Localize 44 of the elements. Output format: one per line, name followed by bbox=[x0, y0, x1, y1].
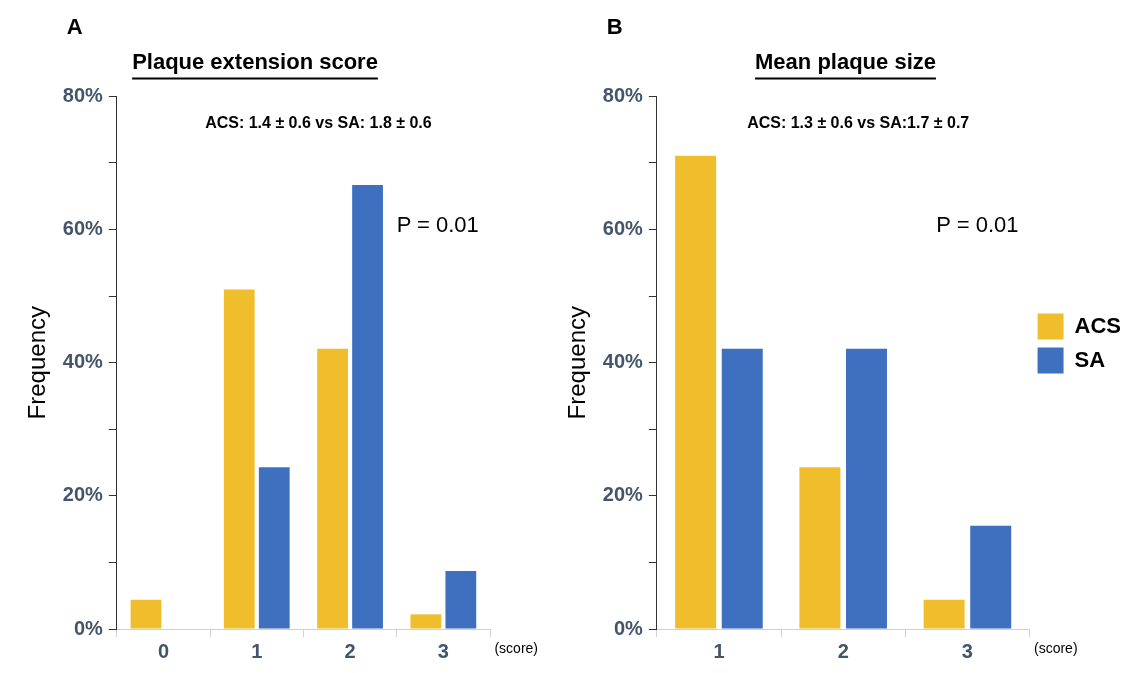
bar bbox=[445, 571, 477, 629]
y-tick-label: 40% bbox=[602, 350, 644, 373]
text: A bbox=[66, 14, 83, 40]
x-tick-label: 2 bbox=[837, 639, 849, 662]
chart-title: Plaque extension score bbox=[132, 49, 378, 75]
x-tick-label: 2 bbox=[344, 639, 356, 662]
y-tick-label: 60% bbox=[62, 217, 104, 240]
bar bbox=[223, 289, 255, 629]
y-tick-label: 20% bbox=[62, 483, 104, 506]
bar bbox=[675, 155, 717, 629]
x-axis-title: (score) bbox=[1033, 639, 1078, 656]
x-tick-label: 1 bbox=[713, 639, 725, 662]
y-tick-label: 20% bbox=[602, 483, 644, 506]
y-tick-label: 40% bbox=[62, 350, 104, 373]
x-axis-title: (score) bbox=[494, 639, 538, 656]
annotation: P = 0.01 bbox=[936, 212, 1019, 238]
y-tick-label: 80% bbox=[62, 83, 104, 106]
text: B bbox=[606, 14, 623, 40]
legend-label: SA bbox=[1074, 346, 1106, 372]
bar bbox=[317, 348, 348, 629]
x-tick-label: 0 bbox=[157, 639, 170, 662]
x-tick-label: 3 bbox=[961, 639, 973, 662]
x-tick-label: 3 bbox=[437, 639, 449, 662]
y-tick-label: 0% bbox=[73, 616, 104, 639]
bar bbox=[130, 599, 162, 629]
annotation: P = 0.01 bbox=[396, 212, 479, 238]
y-tick-label: 60% bbox=[602, 217, 644, 240]
bar bbox=[410, 614, 442, 629]
bar bbox=[799, 467, 841, 629]
annotation: ACS: 1.4 ± 0.6 vs SA: 1.8 ± 0.6 bbox=[205, 113, 432, 131]
bar bbox=[258, 467, 290, 629]
y-tick-label: 0% bbox=[613, 616, 644, 639]
bar bbox=[721, 348, 763, 629]
bar bbox=[845, 348, 887, 629]
y-tick-label: 80% bbox=[602, 83, 644, 106]
x-tick-label: 1 bbox=[251, 639, 263, 662]
bar bbox=[923, 599, 965, 629]
chart-title: Mean plaque size bbox=[755, 49, 936, 75]
bar bbox=[970, 525, 1012, 629]
y-axis-title: Frequency bbox=[563, 306, 591, 420]
bar bbox=[352, 184, 383, 629]
annotation: ACS: 1.3 ± 0.6 vs SA:1.7 ± 0.7 bbox=[747, 113, 970, 131]
legend-label: ACS bbox=[1074, 312, 1121, 338]
y-axis-title: Frequency bbox=[23, 306, 51, 420]
